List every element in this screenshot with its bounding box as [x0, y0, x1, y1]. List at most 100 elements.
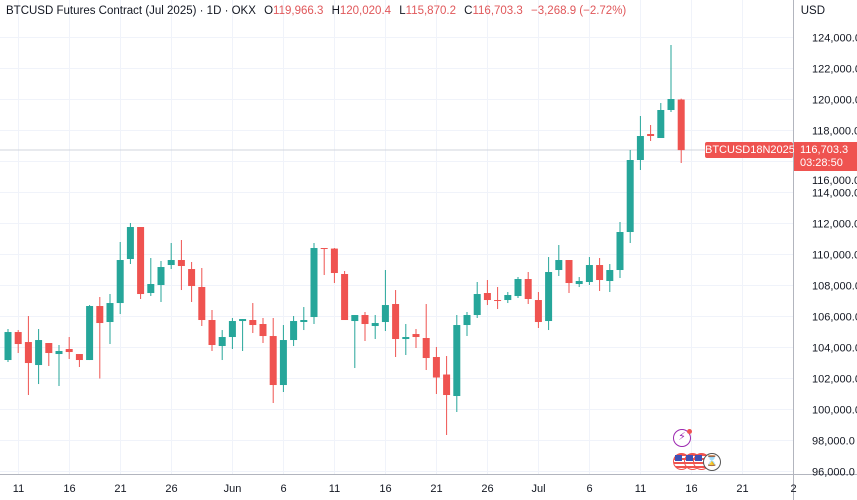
candle-body: [96, 306, 104, 324]
candle-down[interactable]: [198, 268, 206, 327]
candle-up[interactable]: [35, 329, 43, 385]
symbol-price-tag: BTCUSD18N2025: [705, 142, 795, 158]
candle-up[interactable]: [228, 318, 236, 350]
candle-up[interactable]: [555, 245, 563, 277]
candle-up[interactable]: [300, 307, 308, 331]
candle-up[interactable]: [126, 223, 134, 265]
candle-down[interactable]: [188, 262, 196, 303]
candle-up[interactable]: [463, 312, 471, 337]
candle-down[interactable]: [596, 258, 604, 292]
candle-down[interactable]: [647, 125, 655, 142]
candle-down[interactable]: [269, 318, 277, 404]
time-tick-label: 21: [114, 483, 126, 495]
price-tick-label: 114,000.0: [812, 188, 857, 200]
candle-up[interactable]: [310, 243, 318, 325]
candle-down[interactable]: [137, 227, 145, 300]
candle-up[interactable]: [381, 270, 389, 332]
symbol-title[interactable]: BTCUSD Futures Contract (Jul 2025) · 1D …: [6, 5, 256, 17]
candle-down[interactable]: [320, 248, 328, 276]
candle-down[interactable]: [412, 329, 420, 349]
time-tick-label: Jun: [224, 483, 242, 495]
candle-down[interactable]: [677, 98, 685, 164]
candle-body: [35, 340, 43, 366]
candle-down[interactable]: [75, 354, 83, 368]
candle-up[interactable]: [606, 264, 614, 293]
candle-down[interactable]: [65, 337, 73, 360]
currency-label[interactable]: USD: [800, 5, 825, 17]
candle-up[interactable]: [290, 316, 298, 347]
candle-up[interactable]: [371, 315, 379, 340]
candle-down[interactable]: [524, 272, 532, 305]
price-tick-label: 110,000.0: [812, 250, 857, 262]
candle-body: [14, 332, 22, 345]
candle-down[interactable]: [483, 280, 491, 306]
candle-up[interactable]: [545, 257, 553, 331]
candle-down[interactable]: [96, 297, 104, 379]
candle-up[interactable]: [626, 150, 634, 244]
candle-up[interactable]: [279, 325, 287, 393]
candle-body: [657, 110, 665, 139]
price-tick-label: 108,000.0: [812, 281, 857, 293]
candle-up[interactable]: [55, 345, 63, 387]
candle-up[interactable]: [402, 324, 410, 356]
candle-up[interactable]: [657, 103, 665, 139]
candle-body: [636, 136, 644, 161]
candle-down[interactable]: [330, 248, 338, 284]
candle-down[interactable]: [45, 343, 53, 367]
candle-body: [106, 303, 114, 323]
time-tick-label: 26: [165, 483, 177, 495]
lightning-event-icon[interactable]: ⚡: [673, 429, 692, 447]
candle-up[interactable]: [218, 330, 226, 361]
candle-up[interactable]: [239, 319, 247, 352]
open-label: O: [264, 5, 274, 17]
candle-up[interactable]: [167, 243, 175, 270]
candle-body: [208, 320, 216, 346]
high-label: H: [331, 5, 340, 17]
time-tick-label: Jul: [531, 483, 545, 495]
candle-up[interactable]: [616, 222, 624, 279]
candle-up[interactable]: [86, 305, 94, 361]
candle-down[interactable]: [259, 318, 267, 344]
candle-body: [249, 320, 257, 326]
hourglass-icon[interactable]: ⌛: [703, 453, 721, 471]
candle-up[interactable]: [667, 44, 675, 113]
candle-down[interactable]: [422, 304, 430, 371]
candle-down[interactable]: [361, 312, 369, 342]
candle-down[interactable]: [443, 356, 451, 436]
candle-up[interactable]: [504, 292, 512, 304]
price-tick-label: 112,000.0: [812, 219, 857, 231]
price-tick-label: 104,000.0: [812, 343, 857, 355]
time-tick-label: 11: [329, 483, 340, 495]
candle-down[interactable]: [14, 330, 22, 354]
candle-up[interactable]: [636, 116, 644, 171]
candle-up[interactable]: [116, 242, 124, 315]
candle-up[interactable]: [157, 261, 165, 303]
price-axis[interactable]: 96,000.0 98,000.0 100,000.0 102,000.0 104,00…: [812, 33, 857, 479]
candle-down[interactable]: [208, 310, 216, 352]
time-tick-label: 16: [685, 483, 697, 495]
candle-down[interactable]: [24, 316, 32, 396]
candle-body: [371, 323, 379, 327]
candle-up[interactable]: [453, 315, 461, 413]
candle-up[interactable]: [147, 258, 155, 297]
candle-up[interactable]: [351, 315, 359, 369]
time-tick-label: 6: [280, 483, 286, 495]
time-axis[interactable]: 11 16 21 26 Jun 6 11 16 21 26 Jul 6 11 16 21 2: [13, 483, 797, 495]
candle-up[interactable]: [585, 257, 593, 286]
candle-down[interactable]: [341, 271, 349, 321]
candle-up[interactable]: [514, 277, 522, 299]
candle-down[interactable]: [432, 347, 440, 395]
candle-up[interactable]: [575, 277, 583, 288]
candle-down[interactable]: [565, 260, 573, 294]
candle-body: [392, 304, 400, 340]
candle-up[interactable]: [4, 329, 12, 363]
candle-down[interactable]: [249, 303, 257, 334]
candle-up[interactable]: [106, 294, 114, 345]
candle-down[interactable]: [177, 240, 185, 291]
candle-up[interactable]: [473, 282, 481, 319]
candle-down[interactable]: [392, 290, 400, 358]
candle-down[interactable]: [494, 287, 502, 310]
candle-body: [555, 260, 563, 271]
candle-down[interactable]: [534, 292, 542, 329]
